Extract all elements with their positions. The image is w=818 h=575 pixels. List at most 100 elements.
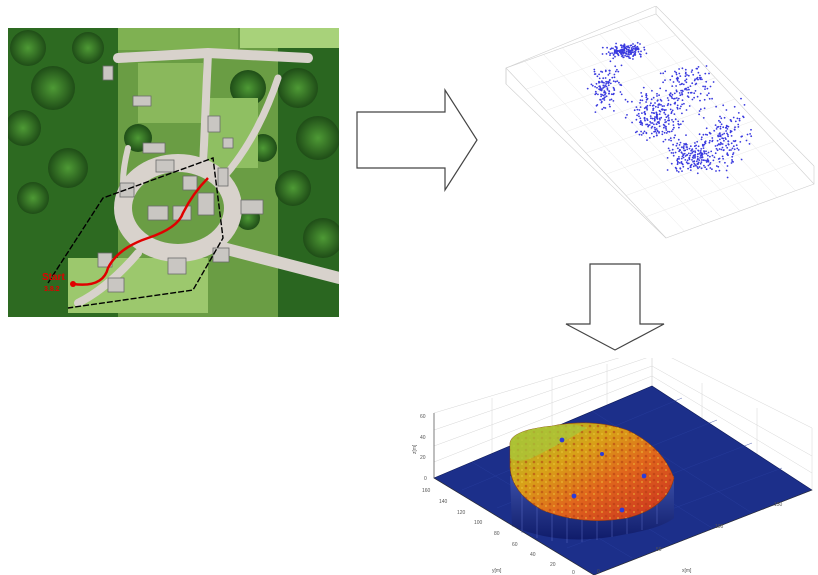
point-cloud-point [649,104,651,107]
point-cloud-point [708,163,711,166]
point-cloud-point [678,92,681,94]
point-cloud-point [598,85,601,88]
point-cloud-point [586,87,589,90]
point-cloud-point [605,82,608,85]
point-cloud-point [704,142,707,145]
point-cloud-point [627,50,630,52]
point-cloud-point [612,92,615,95]
point-cloud-point [699,108,702,111]
point-cloud-point [718,119,720,122]
point-cloud-point [619,91,622,93]
point-cloud-point [659,110,662,113]
point-cloud-point [627,48,630,51]
point-cloud-point [645,101,647,103]
point-cloud-point [738,117,741,120]
point-cloud-point [723,139,725,142]
start-label: Start [42,272,65,283]
point-cloud-point [628,57,631,59]
point-cloud-point [723,132,726,135]
point-cloud-point [602,94,605,97]
point-cloud-point [678,144,681,146]
point-cloud-point [653,135,655,138]
point-cloud-point [645,52,648,55]
point-cloud-point [654,105,657,108]
point-cloud-point [679,167,682,170]
y-tick-label: 80 [494,531,500,537]
point-cloud-point [684,87,687,90]
point-cloud-point [709,162,712,164]
point-cloud-point [671,75,674,78]
arrow-down-icon [564,262,666,352]
point-cloud-point [726,152,729,155]
point-cloud-point [652,112,655,114]
point-cloud-point [665,129,668,131]
point-cloud-point [705,153,708,155]
point-cloud-point [681,103,683,106]
point-cloud-point [713,129,716,132]
point-cloud-point [609,105,611,108]
point-cloud-point [612,80,615,82]
point-cloud-point [640,50,642,53]
point-cloud-point [681,67,684,70]
point-cloud-point [684,75,687,78]
point-cloud-point [643,46,645,49]
point-cloud-point [698,152,701,155]
point-cloud-point [612,54,615,56]
point-cloud-point [665,127,667,130]
point-cloud-point [668,139,670,141]
point-cloud-point [665,132,668,134]
point-cloud-point [676,169,678,172]
point-cloud-point [647,124,650,127]
point-cloud-point [710,150,713,153]
point-cloud-point [703,159,705,162]
point-cloud-point [691,151,694,154]
point-cloud-point [682,145,685,148]
point-cloud-point [705,80,708,83]
point-cloud-point [637,112,640,115]
point-cloud-point [612,100,615,102]
point-cloud-point [677,97,680,100]
y-tick-label: 160 [422,488,431,494]
point-cloud-point [719,127,722,130]
aerial-map-drawing: Start 3.8.2 [8,28,339,317]
point-cloud-point [676,106,679,109]
point-cloud-point [604,84,606,87]
point-cloud-point [621,55,623,57]
point-cloud-point [664,138,667,141]
point-cloud-point [598,77,601,80]
point-cloud-point [662,72,665,75]
point-cloud-point [740,158,743,161]
point-cloud-point [672,152,675,154]
point-cloud-point [684,149,687,152]
point-cloud-point [734,120,737,123]
point-cloud-point [724,161,726,164]
point-cloud-point [698,110,701,112]
point-cloud-point [669,92,672,95]
point-cloud-point [749,133,751,135]
start-sublabel: 3.8.2 [44,286,60,293]
point-cloud-point [678,156,680,158]
point-cloud-point [727,154,729,157]
point-cloud-point [732,116,735,119]
point-cloud-point [622,49,624,52]
point-cloud-point [638,121,641,124]
point-cloud-point [634,48,637,50]
point-cloud-point [691,159,693,161]
point-cloud-point [635,118,638,121]
point-cloud-point [605,53,608,55]
point-cloud-point [687,167,689,170]
point-cloud-point [690,152,692,155]
point-cloud-point [683,102,685,105]
point-cloud-point [646,108,648,111]
point-cloud-point [661,133,664,136]
y-tick-label: 140 [439,499,448,505]
point-cloud-point [689,85,692,87]
point-cloud-point [660,104,662,106]
point-cloud-point [734,126,736,129]
point-cloud-point [604,93,606,96]
point-cloud-point [655,132,658,134]
point-cloud-point [684,79,686,82]
point-cloud-point [667,114,670,117]
point-cloud-point [685,134,687,137]
point-cloud-point [696,158,699,161]
